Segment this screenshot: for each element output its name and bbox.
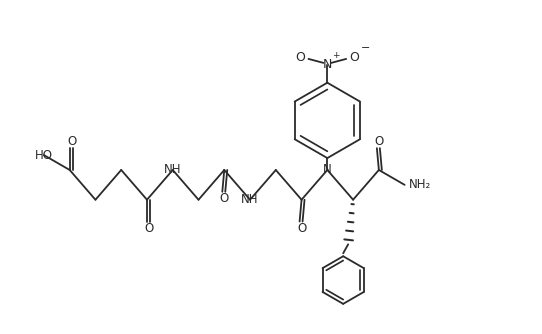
Text: NH: NH (164, 163, 182, 176)
Text: NH₂: NH₂ (409, 178, 431, 191)
Text: +: + (332, 51, 340, 60)
Text: O: O (220, 192, 229, 205)
Text: O: O (144, 222, 153, 235)
Text: O: O (297, 222, 306, 235)
Text: O: O (295, 51, 306, 64)
Text: NH: NH (241, 193, 259, 206)
Text: N: N (323, 163, 332, 176)
Text: O: O (349, 51, 359, 64)
Text: −: − (361, 43, 370, 53)
Text: O: O (67, 135, 76, 148)
Text: O: O (374, 135, 384, 148)
Text: N: N (322, 58, 332, 71)
Text: HO: HO (35, 149, 53, 162)
